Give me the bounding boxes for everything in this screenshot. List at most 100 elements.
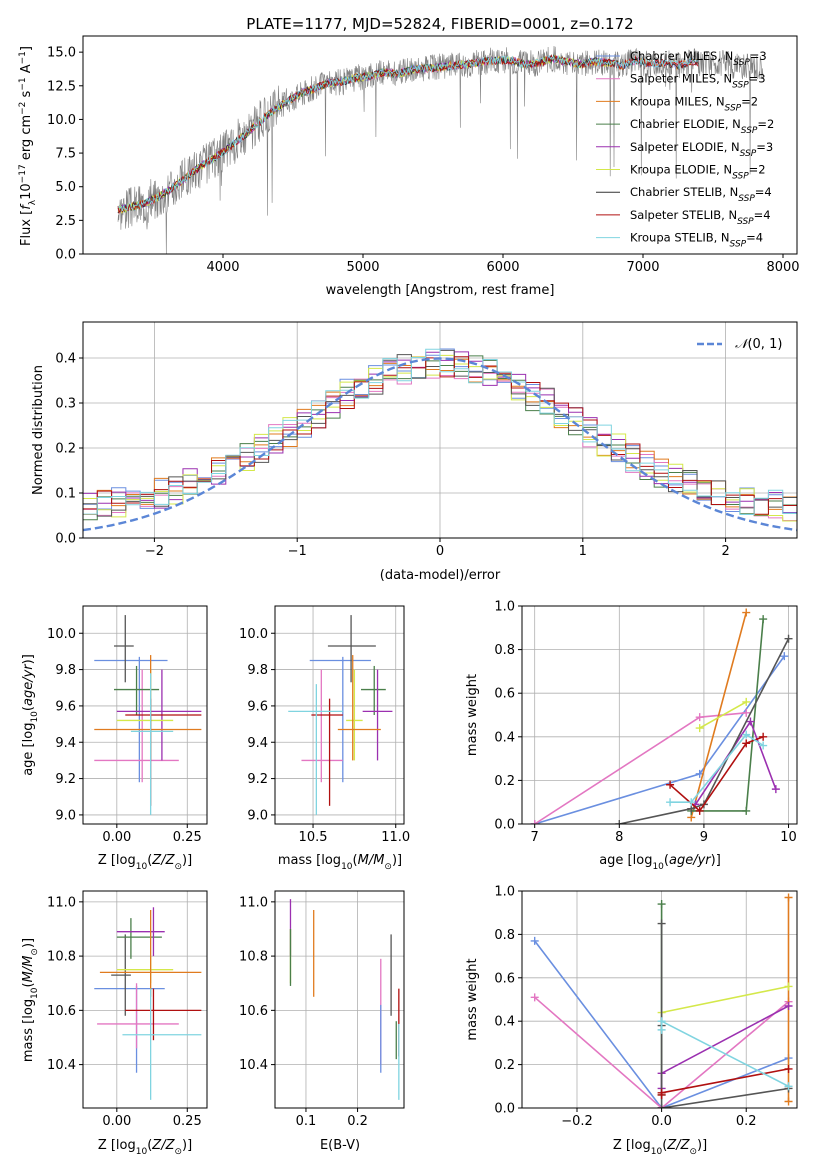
weight-line bbox=[699, 701, 747, 729]
y-axis-label: mass weight bbox=[465, 958, 480, 1040]
weight-marker bbox=[759, 741, 768, 750]
x-tick-label: 0.25 bbox=[173, 1114, 202, 1129]
weight-marker bbox=[530, 820, 539, 824]
weight-marker bbox=[759, 615, 768, 624]
x-tick-label: −0.2 bbox=[561, 1114, 593, 1129]
plot-area bbox=[288, 615, 393, 815]
y-axis-label: Flux [fλ10−17 erg cm−2 s−1 A−1] bbox=[18, 46, 38, 246]
y-tick-label: 0.6 bbox=[494, 971, 515, 986]
weight-marker bbox=[780, 652, 789, 661]
plot-area bbox=[94, 907, 202, 1100]
axes-frame bbox=[521, 605, 798, 825]
x-axis-label: Z [log10(Z/Z⊙)] bbox=[98, 1138, 192, 1157]
y-tick-label: 9.2 bbox=[247, 772, 268, 787]
x-axis-label: (data-model)/error bbox=[380, 568, 501, 583]
x-tick-label: 9 bbox=[700, 830, 708, 845]
y-tick-label: 11.0 bbox=[239, 895, 268, 910]
y-tick-label: 10.4 bbox=[47, 1058, 76, 1073]
legend-entry: Kroupa ELODIE, NSSP=2 bbox=[630, 163, 766, 182]
weight-marker bbox=[695, 713, 704, 722]
x-tick-label: 10 bbox=[780, 830, 797, 845]
weight-marker bbox=[784, 1097, 793, 1106]
y-tick-label: 0.0 bbox=[494, 818, 515, 833]
y-tick-label: 9.4 bbox=[247, 736, 268, 751]
weight-series bbox=[784, 893, 793, 1106]
y-axis-label: Normed distribution bbox=[31, 365, 46, 495]
legend-entry: Kroupa STELIB, NSSP=4 bbox=[630, 231, 763, 250]
x-tick-label: 4000 bbox=[206, 260, 239, 275]
y-tick-label: 0.0 bbox=[494, 1102, 515, 1117]
errorbar-point bbox=[94, 985, 165, 1073]
weight-marker bbox=[695, 806, 704, 815]
weight-line bbox=[660, 1019, 789, 1088]
errorbar-point bbox=[301, 669, 343, 783]
weight-line bbox=[534, 996, 790, 1108]
model-line bbox=[117, 55, 615, 213]
chart-title: PLATE=1177, MJD=52824, FIBERID=0001, z=0… bbox=[246, 15, 633, 33]
y-axis-label: mass weight bbox=[465, 674, 480, 756]
y-tick-label: 1.0 bbox=[494, 600, 515, 615]
legend-entry: Kroupa MILES, NSSP=2 bbox=[630, 94, 758, 113]
plot-area bbox=[117, 45, 764, 254]
y-tick-label: 0.8 bbox=[494, 928, 515, 943]
y-tick-label: 0.8 bbox=[494, 643, 515, 658]
y-tick-label: 10.8 bbox=[47, 950, 76, 965]
legend-entry: Salpeter STELIB, NSSP=4 bbox=[630, 208, 771, 227]
weight-marker bbox=[742, 806, 751, 815]
x-axis-label: Z [log10(Z/Z⊙)] bbox=[613, 1138, 707, 1157]
panel-age-vs-weight: 7 8 9 10 0.0 0.2 0.4 0.6 0.8 1.0 mass weight age [l… bbox=[465, 600, 798, 872]
legend-entry: Salpeter MILES, NSSP=3 bbox=[630, 72, 766, 91]
y-tick-label: 0.4 bbox=[494, 730, 515, 745]
legend-entry: Chabrier MILES, NSSP=3 bbox=[630, 49, 767, 68]
y-tick-label: 9.6 bbox=[55, 699, 76, 714]
x-axis-label: age [log10(age/yr)] bbox=[599, 853, 721, 872]
x-axis-label: wavelength [Angstrom, rest frame] bbox=[326, 283, 555, 298]
weight-series bbox=[695, 697, 751, 733]
x-tick-label: 0.1 bbox=[296, 1114, 317, 1129]
plot-area bbox=[530, 608, 793, 824]
x-tick-label: 5000 bbox=[346, 260, 379, 275]
weight-series bbox=[687, 608, 751, 822]
errorbar-point bbox=[125, 698, 202, 806]
x-axis-label: Z [log10(Z/Z⊙)] bbox=[98, 853, 192, 872]
y-tick-label: 0.6 bbox=[494, 687, 515, 702]
y-tick-label: 0.0 bbox=[55, 248, 76, 263]
weight-marker bbox=[784, 634, 793, 643]
weight-marker bbox=[666, 798, 675, 807]
histogram-series bbox=[83, 348, 797, 538]
y-tick-label: 10.8 bbox=[239, 950, 268, 965]
y-tick-label: 15.0 bbox=[47, 46, 76, 61]
x-tick-label: 0.00 bbox=[102, 830, 131, 845]
weight-marker bbox=[530, 936, 539, 945]
weight-marker bbox=[746, 717, 755, 726]
panel-z-vs-mass: 0.00 0.25 10.4 10.6 10.8 11.0 Z [log10(Z/Z⊙)] m… bbox=[21, 890, 208, 1157]
weight-marker bbox=[784, 1082, 793, 1091]
errorbar-point bbox=[361, 665, 386, 715]
errorbar-point bbox=[97, 983, 179, 1049]
y-tick-label: 10.0 bbox=[239, 627, 268, 642]
plot-area bbox=[530, 893, 793, 1108]
x-tick-label: −2 bbox=[145, 544, 164, 559]
x-tick-label: 0.25 bbox=[173, 830, 202, 845]
legend-entry: Salpeter ELODIE, NSSP=3 bbox=[630, 140, 773, 159]
errorbar-point bbox=[99, 909, 202, 997]
axes-frame bbox=[82, 605, 208, 825]
weight-line bbox=[660, 923, 789, 1108]
y-tick-label: 0.4 bbox=[494, 1015, 515, 1030]
weight-marker bbox=[530, 993, 539, 1002]
legend-entry: Chabrier ELODIE, NSSP=2 bbox=[630, 117, 774, 136]
errorbar-point bbox=[94, 669, 179, 783]
y-tick-label: 10.6 bbox=[239, 1004, 268, 1019]
weight-marker bbox=[666, 780, 675, 789]
y-tick-label: 11.0 bbox=[47, 895, 76, 910]
errorbar-point bbox=[346, 669, 363, 761]
weight-marker bbox=[784, 1064, 793, 1073]
errorbar-point bbox=[327, 615, 376, 683]
y-tick-label: 0.0 bbox=[55, 532, 76, 547]
x-axis-label: E(B-V) bbox=[320, 1138, 360, 1153]
errorbar-point bbox=[116, 918, 162, 959]
x-tick-label: −1 bbox=[288, 544, 307, 559]
errorbar-point bbox=[114, 615, 134, 683]
weight-marker bbox=[657, 900, 666, 909]
legend-entry: 𝒩(0, 1) bbox=[735, 337, 782, 352]
